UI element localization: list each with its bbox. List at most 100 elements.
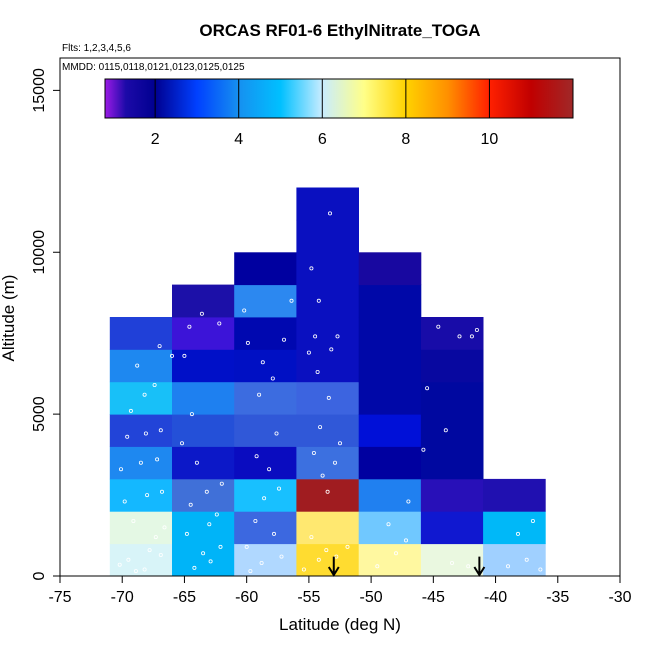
heatmap-cell-38: [296, 187, 359, 221]
y-axis-label: Altitude (m): [0, 275, 18, 362]
heatmap-cell-44: [358, 381, 422, 415]
heatmap-cell-59: [483, 478, 546, 512]
sample-point-16: [143, 431, 148, 436]
heatmap-cell-40: [358, 511, 422, 545]
sample-point-85: [421, 447, 426, 452]
y-axis: 0 5000 10000 15000: [31, 58, 61, 580]
sample-point-34: [194, 460, 199, 465]
sample-point-12: [119, 467, 124, 472]
sample-point-26: [201, 551, 206, 556]
sample-point-43: [279, 554, 284, 559]
sample-point-84: [406, 499, 411, 504]
sample-point-22: [169, 353, 174, 358]
sample-point-44: [244, 544, 249, 549]
arrow-marker-1: [473, 556, 486, 577]
chart-title: ORCAS RF01-6 EthylNitrate_TOGA: [199, 21, 480, 40]
heatmap-cell-17: [234, 543, 297, 577]
sample-point-90: [443, 428, 448, 433]
sample-point-86: [425, 386, 430, 391]
heatmap-cell-4: [109, 414, 173, 447]
sample-point-10: [145, 493, 150, 498]
heatmap-cell-42: [358, 446, 422, 480]
y-tick-label-2: 10000: [31, 230, 48, 275]
sample-point-74: [329, 347, 334, 352]
y-tick-label-1: 5000: [31, 396, 48, 432]
heatmap-cell-0: [109, 543, 173, 577]
sample-point-11: [159, 489, 164, 494]
sample-point-20: [152, 382, 157, 387]
heatmap-cell-50: [420, 511, 484, 545]
sample-point-49: [267, 467, 272, 472]
heatmap-cell-51: [420, 478, 484, 512]
heatmap-cell-6: [109, 349, 173, 383]
heatmap-cell-8: [172, 543, 235, 577]
heatmap-cell-33: [296, 349, 359, 383]
heatmap-cell-39: [358, 543, 422, 577]
sample-point-89: [466, 564, 471, 569]
x-tick-label-4: -55: [297, 589, 320, 606]
sample-point-38: [187, 324, 192, 329]
heatmap-cell-5: [109, 381, 173, 415]
sample-points: [117, 211, 543, 574]
sample-point-48: [276, 486, 281, 491]
sample-point-68: [311, 450, 316, 455]
sample-point-1: [126, 557, 131, 562]
sample-point-61: [324, 548, 329, 553]
sample-point-72: [315, 369, 320, 374]
heatmap-cell-49: [420, 543, 484, 577]
heatmap-cell-45: [358, 349, 422, 383]
sample-point-55: [245, 340, 250, 345]
heatmap-cell-41: [358, 478, 422, 512]
sample-point-35: [179, 441, 184, 446]
sample-point-19: [142, 392, 147, 397]
sample-point-30: [214, 512, 219, 517]
sample-point-79: [327, 211, 332, 216]
sample-point-56: [281, 337, 286, 342]
heatmap-cell-46: [358, 317, 422, 350]
heatmap-cell-3: [109, 446, 173, 480]
sample-point-78: [309, 266, 314, 271]
sample-point-65: [325, 489, 330, 494]
sample-point-46: [253, 519, 258, 524]
heatmap-cell-30: [296, 446, 359, 480]
x-tick-label-6: -45: [422, 589, 445, 606]
heatmap-cell-56: [420, 317, 484, 350]
sample-point-66: [320, 473, 325, 478]
sample-point-63: [345, 544, 350, 549]
colorbar-tick-label-2: 6: [318, 131, 327, 148]
heatmap-cell-15: [172, 317, 235, 350]
sample-point-28: [184, 531, 189, 536]
sample-point-76: [335, 334, 340, 339]
heatmap-cell-14: [172, 349, 235, 383]
sample-point-82: [403, 538, 408, 543]
sample-point-45: [271, 531, 276, 536]
sample-point-70: [318, 425, 323, 430]
sample-point-36: [189, 412, 194, 417]
heatmap-cell-18: [234, 511, 297, 545]
x-tick-label-1: -70: [111, 589, 134, 606]
sample-point-75: [313, 334, 318, 339]
colorbar-tick-label-1: 4: [234, 131, 243, 148]
sample-point-88: [449, 561, 454, 566]
sample-point-77: [316, 298, 321, 303]
sample-point-7: [131, 519, 136, 524]
sample-point-69: [337, 441, 342, 446]
heatmap-cell-16: [172, 284, 235, 318]
sample-point-33: [219, 481, 224, 486]
heatmap-cell-47: [358, 284, 422, 318]
heatmap-cell-19: [234, 478, 297, 512]
sample-point-17: [158, 428, 163, 433]
sample-point-73: [306, 350, 311, 355]
sample-point-29: [207, 522, 212, 527]
heatmap-cell-10: [172, 478, 235, 512]
sample-point-81: [393, 551, 398, 556]
sample-point-96: [538, 567, 543, 572]
heatmap-cell-37: [296, 219, 359, 253]
heatmap-cell-23: [234, 349, 297, 383]
colorbar-tick-label-0: 2: [151, 131, 160, 148]
sample-point-71: [326, 395, 331, 400]
y-tick-label-0: 0: [31, 571, 48, 580]
sample-point-39: [199, 311, 204, 316]
heatmap-cell-20: [234, 446, 297, 480]
sample-point-93: [469, 334, 474, 339]
